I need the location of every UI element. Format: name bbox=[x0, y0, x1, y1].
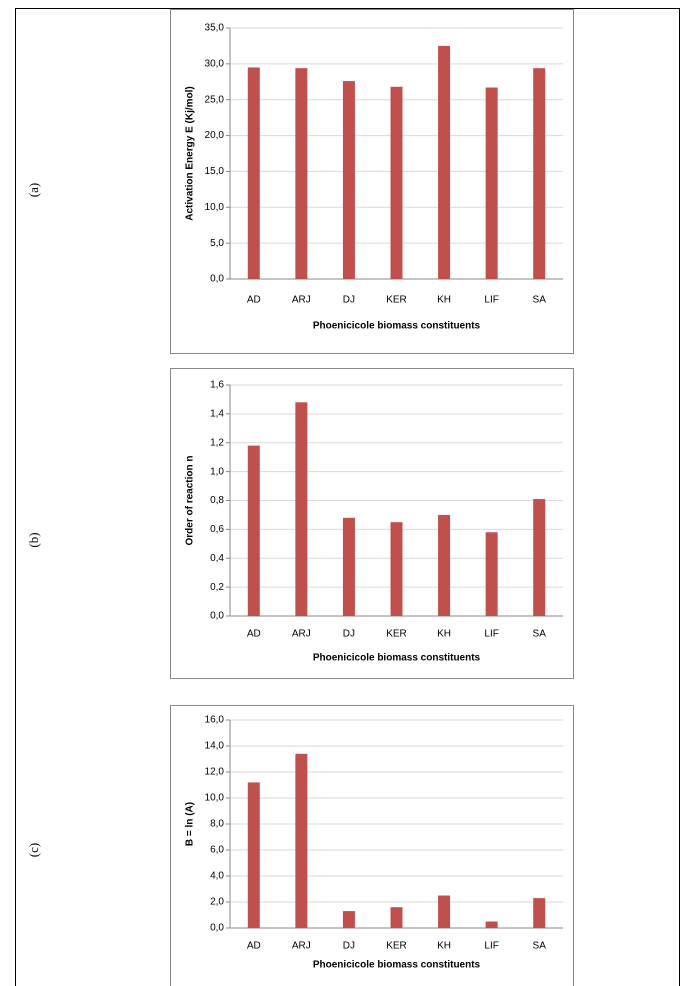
x-tick-label: ARJ bbox=[292, 941, 311, 952]
x-tick-label: KER bbox=[386, 941, 407, 952]
x-tick-label: AD bbox=[247, 295, 261, 306]
y-tick-label: 0,0 bbox=[210, 923, 224, 934]
bar bbox=[438, 514, 451, 616]
x-tick-label: SA bbox=[533, 941, 547, 952]
y-tick-label: 2,0 bbox=[210, 897, 224, 908]
y-tick-label: 1,4 bbox=[210, 409, 224, 420]
x-tick-label: ARJ bbox=[292, 295, 311, 306]
y-tick-label: 0,6 bbox=[210, 524, 224, 535]
y-tick-label: 0,2 bbox=[210, 582, 224, 593]
x-axis-title: Phoenicicole biomass constituents bbox=[313, 321, 481, 332]
x-tick-label: ARJ bbox=[292, 629, 311, 640]
y-tick-label: 0,0 bbox=[210, 274, 224, 285]
bar bbox=[342, 517, 355, 616]
x-tick-label: DJ bbox=[343, 629, 355, 640]
panel-label: (a) bbox=[26, 183, 41, 197]
y-tick-label: 8,0 bbox=[210, 819, 224, 830]
y-tick-label: 1,0 bbox=[210, 466, 224, 477]
y-tick-label: 0,8 bbox=[210, 495, 224, 506]
bar bbox=[533, 499, 546, 616]
bar bbox=[438, 45, 451, 279]
x-tick-label: AD bbox=[247, 629, 261, 640]
bar bbox=[438, 895, 451, 928]
chart-frame bbox=[170, 705, 574, 986]
chart-frame bbox=[170, 9, 574, 354]
bar bbox=[295, 753, 308, 928]
y-axis-title: Activation Energy E (Kj/mol) bbox=[185, 86, 196, 220]
bar bbox=[247, 445, 260, 616]
y-axis-title: B = ln (A) bbox=[185, 802, 196, 846]
y-tick-label: 5,0 bbox=[210, 238, 224, 249]
y-tick-label: 14,0 bbox=[205, 741, 225, 752]
bar bbox=[485, 532, 498, 616]
y-tick-label: 16,0 bbox=[205, 715, 225, 726]
y-tick-label: 20,0 bbox=[205, 130, 225, 141]
x-tick-label: AD bbox=[247, 941, 261, 952]
x-tick-label: LIF bbox=[484, 295, 498, 306]
y-tick-label: 35,0 bbox=[205, 23, 225, 34]
x-tick-label: KER bbox=[386, 295, 407, 306]
y-tick-label: 4,0 bbox=[210, 871, 224, 882]
bar bbox=[533, 898, 546, 928]
bar bbox=[295, 402, 308, 616]
x-tick-label: LIF bbox=[484, 941, 498, 952]
y-tick-label: 12,0 bbox=[205, 767, 225, 778]
x-tick-label: KH bbox=[437, 629, 451, 640]
x-axis-title: Phoenicicole biomass constituents bbox=[313, 960, 481, 971]
x-tick-label: SA bbox=[533, 629, 547, 640]
x-tick-label: DJ bbox=[343, 941, 355, 952]
y-tick-label: 1,6 bbox=[210, 380, 224, 391]
bar bbox=[342, 81, 355, 279]
panel-label: (b) bbox=[26, 532, 41, 547]
y-axis-title: Order of reaction n bbox=[185, 455, 196, 545]
x-tick-label: LIF bbox=[484, 629, 498, 640]
x-tick-label: KH bbox=[437, 295, 451, 306]
y-tick-label: 0,0 bbox=[210, 611, 224, 622]
y-tick-label: 1,2 bbox=[210, 437, 224, 448]
y-tick-label: 6,0 bbox=[210, 845, 224, 856]
panel-label: (c) bbox=[26, 843, 41, 857]
x-axis-title: Phoenicicole biomass constituents bbox=[313, 653, 481, 664]
y-tick-label: 15,0 bbox=[205, 166, 225, 177]
bar bbox=[342, 911, 355, 928]
y-tick-label: 10,0 bbox=[205, 202, 225, 213]
y-tick-label: 10,0 bbox=[205, 793, 225, 804]
bar bbox=[247, 67, 260, 279]
bar bbox=[485, 921, 498, 928]
bar bbox=[533, 68, 546, 279]
x-tick-label: KER bbox=[386, 629, 407, 640]
x-tick-label: SA bbox=[533, 295, 547, 306]
bar bbox=[390, 86, 403, 279]
bar bbox=[390, 907, 403, 928]
figure-frame bbox=[15, 8, 680, 986]
bar bbox=[485, 87, 498, 279]
x-tick-label: KH bbox=[437, 941, 451, 952]
bar bbox=[390, 522, 403, 616]
y-tick-label: 25,0 bbox=[205, 94, 225, 105]
bar bbox=[295, 68, 308, 279]
chart-frame bbox=[170, 368, 574, 679]
x-tick-label: DJ bbox=[343, 295, 355, 306]
y-tick-label: 0,4 bbox=[210, 553, 224, 564]
bar bbox=[247, 782, 260, 928]
y-tick-label: 30,0 bbox=[205, 58, 225, 69]
